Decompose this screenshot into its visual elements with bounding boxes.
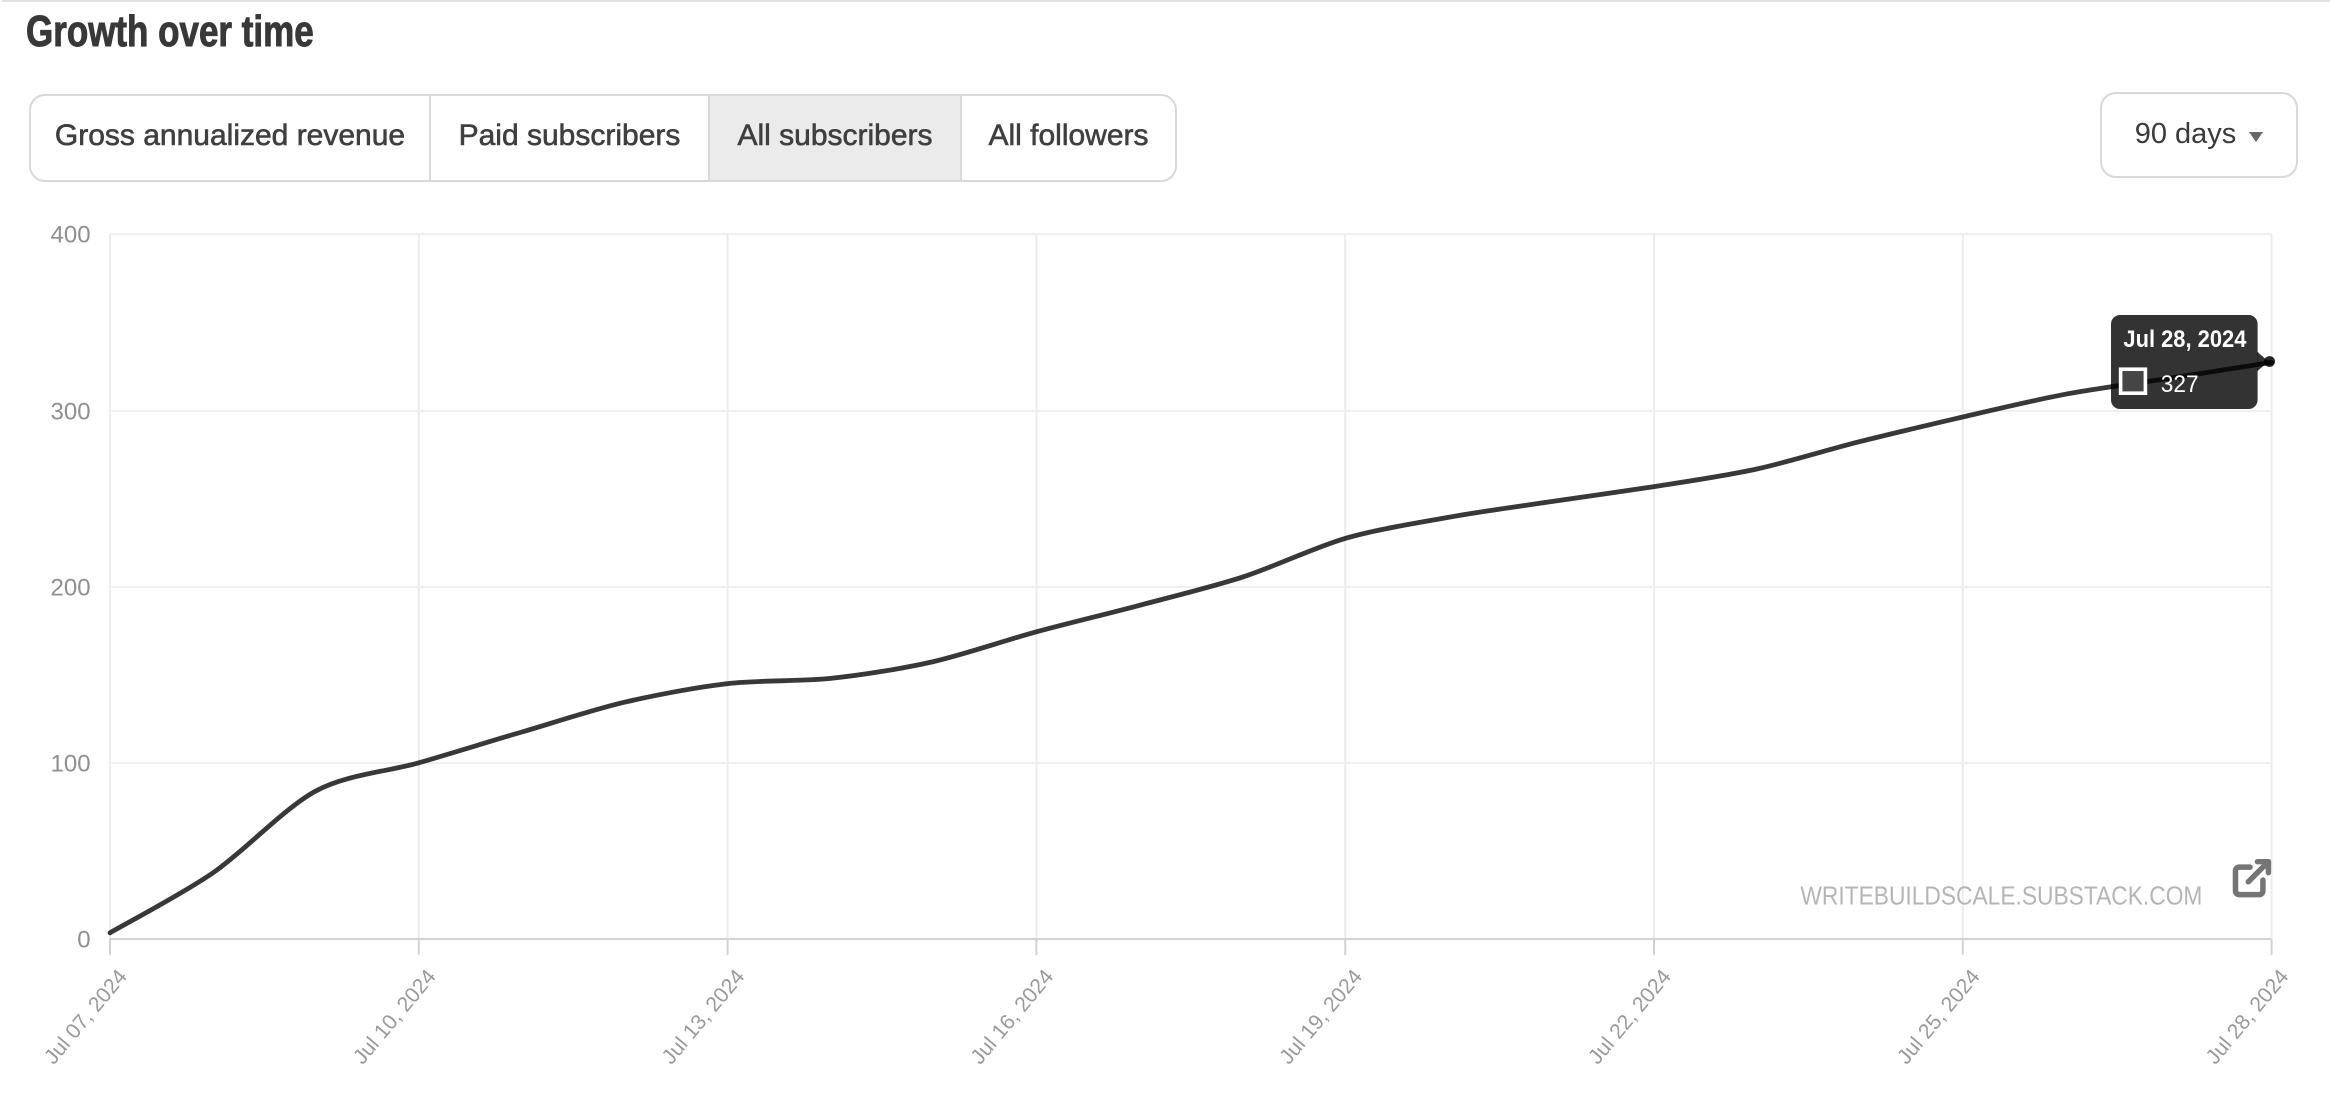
svg-text:0: 0: [77, 926, 90, 953]
svg-text:300: 300: [51, 398, 91, 425]
svg-text:327: 327: [2161, 371, 2199, 398]
svg-text:Jul 10, 2024: Jul 10, 2024: [349, 965, 441, 1068]
svg-text:Jul 19, 2024: Jul 19, 2024: [1275, 965, 1367, 1068]
svg-text:Jul 13, 2024: Jul 13, 2024: [658, 965, 750, 1068]
svg-text:Jul 25, 2024: Jul 25, 2024: [1893, 965, 1985, 1068]
svg-text:Jul 07, 2024: Jul 07, 2024: [40, 965, 132, 1068]
svg-text:Jul 16, 2024: Jul 16, 2024: [966, 965, 1058, 1068]
svg-text:400: 400: [51, 221, 91, 248]
svg-text:100: 100: [51, 750, 91, 777]
svg-text:200: 200: [51, 574, 91, 601]
svg-text:Jul 28, 2024: Jul 28, 2024: [2123, 326, 2247, 353]
svg-text:WRITEBUILDSCALE.SUBSTACK.COM: WRITEBUILDSCALE.SUBSTACK.COM: [1800, 881, 2202, 911]
svg-text:Jul 28, 2024: Jul 28, 2024: [2202, 965, 2294, 1068]
svg-text:Jul 22, 2024: Jul 22, 2024: [1584, 965, 1676, 1068]
